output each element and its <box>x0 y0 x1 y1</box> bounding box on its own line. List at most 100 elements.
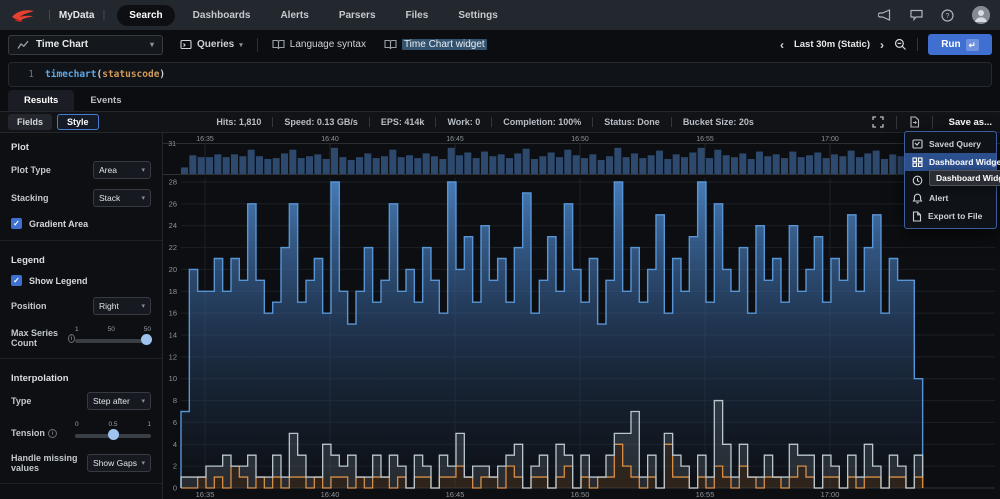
tension-label: Tensioni <box>11 428 57 438</box>
plot-type-value: Area <box>99 165 117 175</box>
announcements-icon[interactable] <box>878 9 892 21</box>
info-icon[interactable]: i <box>48 429 57 438</box>
tension-slider[interactable]: 00.51 <box>75 423 151 443</box>
max-series-slider[interactable]: 15050 <box>75 328 151 348</box>
help-icon[interactable]: ? <box>941 9 954 22</box>
fit-view-icon[interactable] <box>872 116 884 128</box>
nav-item-search[interactable]: Search <box>117 5 174 26</box>
export-result-icon[interactable] <box>909 116 920 128</box>
svg-text:14: 14 <box>169 331 177 340</box>
menu-item-dashboard-widget[interactable]: Dashboard Widget <box>905 153 996 171</box>
svg-text:?: ? <box>946 13 950 20</box>
dashboard-widget-tooltip: Dashboard Widget <box>929 170 1000 186</box>
svg-text:2: 2 <box>173 462 177 471</box>
result-actions: Save as... <box>872 116 992 129</box>
query-input[interactable]: 1 timechart(statuscode) <box>8 62 992 87</box>
svg-text:8: 8 <box>173 396 177 405</box>
section-plot-title: Plot <box>0 133 162 156</box>
missing-values-label: Handle missing values <box>11 453 87 473</box>
chevron-down-icon: ▾ <box>141 397 145 405</box>
clock-icon <box>912 175 923 186</box>
queries-button[interactable]: Queries ▾ <box>171 39 252 50</box>
menu-item-label: Export to File <box>928 211 982 221</box>
logscale-search-page: | MyData | Search Dashboards Alerts Pars… <box>0 0 1000 499</box>
tab-results[interactable]: Results <box>8 90 74 111</box>
falcon-logo-icon[interactable] <box>10 5 36 25</box>
svg-text:16:55: 16:55 <box>696 136 714 143</box>
section-legend-title: Legend <box>0 246 162 269</box>
chevron-down-icon: ▾ <box>141 459 145 467</box>
stacking-value: Stack <box>99 193 120 203</box>
svg-text:0: 0 <box>173 484 177 493</box>
nav-item-alerts[interactable]: Alerts <box>268 5 320 26</box>
stacking-select[interactable]: Stack▾ <box>93 189 151 207</box>
menu-item-export-to-file[interactable]: Export to File <box>905 207 996 225</box>
stat-speed: Speed: 0.13 GB/s <box>272 117 369 127</box>
language-syntax-link[interactable]: Language syntax <box>263 39 375 50</box>
run-button[interactable]: Run ↵ <box>928 34 992 55</box>
widget-docs-link[interactable]: Time Chart widget <box>375 39 496 50</box>
nav-item-settings[interactable]: Settings <box>446 5 509 26</box>
language-syntax-label: Language syntax <box>290 39 366 50</box>
plot-type-select[interactable]: Area▾ <box>93 161 151 179</box>
run-button-label: Run <box>941 39 960 50</box>
stat-status: Status: Done <box>592 117 671 127</box>
widget-docs-label: Time Chart widget <box>402 39 487 50</box>
slider-track[interactable] <box>75 339 151 343</box>
svg-text:17:00: 17:00 <box>821 136 839 143</box>
svg-text:16:55: 16:55 <box>696 490 715 499</box>
info-icon[interactable]: i <box>68 334 75 343</box>
nav-item-parsers[interactable]: Parsers <box>327 5 388 26</box>
book-icon <box>384 39 397 50</box>
fields-button[interactable]: Fields <box>8 114 52 130</box>
show-legend-checkbox[interactable]: ✓ <box>11 275 22 286</box>
interpolation-type-select[interactable]: Step after▾ <box>87 392 151 410</box>
gradient-area-checkbox[interactable]: ✓ <box>11 218 22 229</box>
chevron-down-icon: ▾ <box>150 40 154 49</box>
missing-values-select[interactable]: Show Gaps▾ <box>87 454 151 472</box>
svg-text:17:00: 17:00 <box>821 490 840 499</box>
menu-item-alert[interactable]: Alert <box>905 189 996 207</box>
query-toolbar: Time Chart ▾ Queries ▾ Language syntax T… <box>0 30 1000 59</box>
slider-thumb[interactable] <box>108 429 119 440</box>
menu-item-label: Saved Query <box>929 139 981 149</box>
tab-events[interactable]: Events <box>74 90 137 111</box>
show-legend-label: Show Legend <box>29 276 88 286</box>
stats-divider <box>932 116 933 129</box>
alert-bell-icon <box>912 193 923 204</box>
legend-position-select[interactable]: Right▾ <box>93 297 151 315</box>
toolbar-divider <box>257 38 258 52</box>
legend-position-row: Position Right▾ <box>0 292 162 320</box>
stat-hits: Hits: 1,810 <box>205 117 272 127</box>
visualization-select[interactable]: Time Chart ▾ <box>8 35 163 55</box>
workspace-name[interactable]: MyData <box>59 10 95 21</box>
feedback-icon[interactable] <box>910 9 923 21</box>
svg-text:28: 28 <box>169 178 177 187</box>
style-button[interactable]: Style <box>57 114 99 130</box>
tension-row: Tensioni 00.51 <box>0 415 162 448</box>
svg-text:16:50: 16:50 <box>571 136 589 143</box>
menu-item-saved-query[interactable]: Saved Query <box>905 135 996 153</box>
result-tabs: Results Events <box>0 90 1000 112</box>
time-back-icon[interactable]: ‹ <box>780 38 784 52</box>
time-range-label[interactable]: Last 30m (Static) <box>794 39 870 50</box>
menu-item-label: Dashboard Widget <box>929 157 1000 167</box>
max-series-row: Max Series Counti 15050 <box>0 320 162 353</box>
time-forward-icon[interactable]: › <box>880 38 884 52</box>
svg-text:20: 20 <box>169 265 177 274</box>
save-as-button[interactable]: Save as... <box>949 117 992 128</box>
nav-item-dashboards[interactable]: Dashboards <box>181 5 263 26</box>
stat-work: Work: 0 <box>435 117 491 127</box>
caret-down-icon: ▾ <box>239 41 243 49</box>
user-avatar[interactable] <box>972 6 990 24</box>
slider-thumb[interactable] <box>141 334 152 345</box>
zoom-out-icon[interactable] <box>894 38 907 51</box>
time-range-controls: ‹ Last 30m (Static) › Run ↵ <box>780 34 992 55</box>
interpolation-type-label: Type <box>11 396 31 406</box>
stacking-label: Stacking <box>11 193 49 203</box>
query-argument-token: statuscode <box>102 69 159 80</box>
svg-text:22: 22 <box>169 243 177 252</box>
nav-item-files[interactable]: Files <box>394 5 441 26</box>
timechart-visualization[interactable]: 16:3516:4016:4516:5016:5517:003102468101… <box>163 133 1000 499</box>
svg-text:16:35: 16:35 <box>196 490 215 499</box>
